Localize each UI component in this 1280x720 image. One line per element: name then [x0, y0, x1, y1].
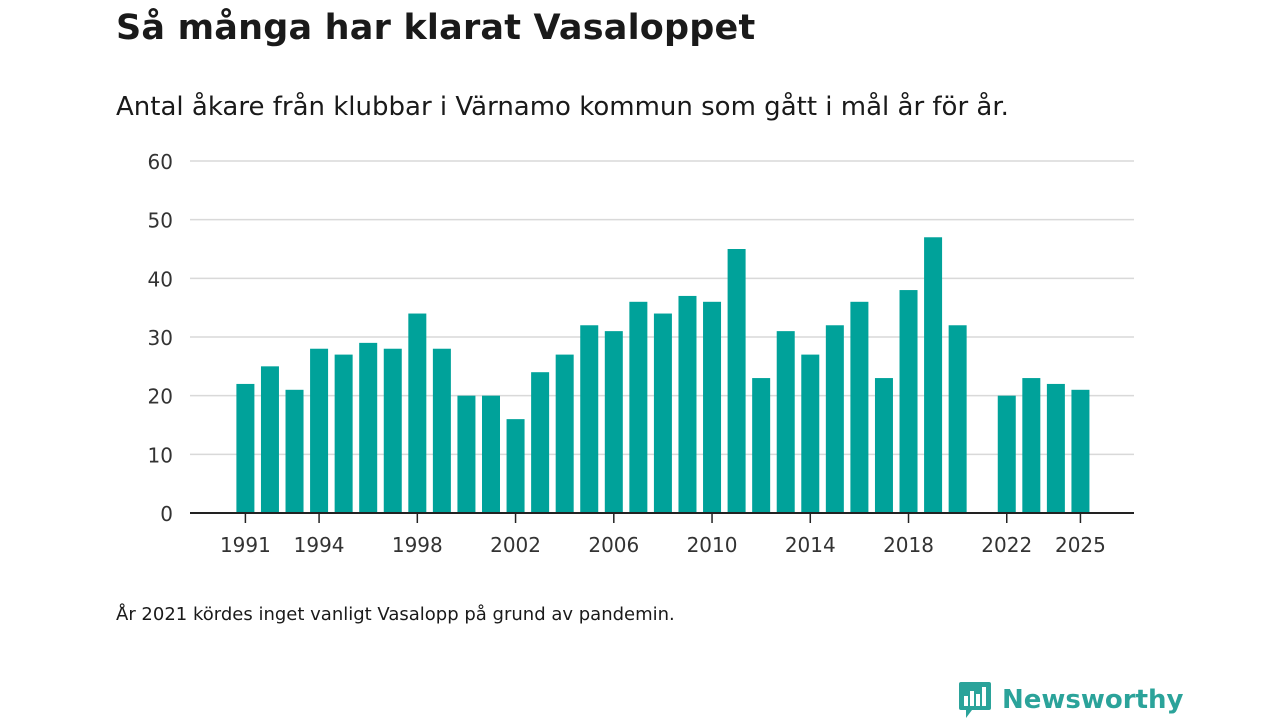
- bar-2000: [457, 395, 476, 513]
- bar-2018: [899, 290, 918, 513]
- bar-chart: 0 10 20 30 40 50 60 1991 1994 1998 2002 2006 2010 20…: [148, 150, 1134, 557]
- chart-subtitle: Antal åkare från klubbar i Värnamo kommu…: [116, 92, 1009, 122]
- bar-2020: [948, 325, 967, 513]
- bar-2025: [1071, 389, 1090, 513]
- bar-1994: [310, 348, 329, 513]
- x-tick-label: 2006: [588, 533, 639, 557]
- bar-2002: [506, 419, 525, 513]
- bar-1998: [408, 313, 427, 513]
- x-tick-label: 2018: [883, 533, 934, 557]
- x-tick-label: 1994: [294, 533, 345, 557]
- bar-2004: [555, 354, 574, 513]
- bar-2017: [874, 378, 893, 513]
- bar-chart-speech-bubble-icon: [959, 682, 991, 718]
- bar-2011: [727, 249, 746, 513]
- bar-2013: [776, 331, 795, 513]
- bar-1991: [236, 383, 255, 513]
- bar-2016: [850, 301, 869, 513]
- x-tick-label: 2025: [1055, 533, 1106, 557]
- bar-1999: [432, 348, 451, 513]
- bar-2001: [482, 395, 500, 513]
- bar-2003: [531, 372, 550, 513]
- bar-1995: [334, 354, 353, 513]
- chart-footnote: År 2021 kördes inget vanligt Vasalopp på…: [116, 604, 675, 625]
- y-tick-label: 60: [148, 150, 173, 174]
- bar-2015: [825, 325, 844, 513]
- y-tick-label: 40: [148, 267, 173, 291]
- brand-name: Newsworthy: [1002, 685, 1184, 715]
- bar-1993: [285, 389, 304, 513]
- bar-2007: [629, 301, 648, 513]
- x-tick-label: 2022: [981, 533, 1032, 557]
- x-tick-label: 2002: [490, 533, 541, 557]
- x-tick-label: 2010: [687, 533, 738, 557]
- bar-2006: [604, 331, 623, 513]
- bar-2012: [752, 378, 771, 513]
- bar-2023: [1022, 378, 1041, 513]
- bars: [236, 237, 1090, 513]
- bar-2024: [1046, 383, 1065, 513]
- y-axis-ticks: 0 10 20 30 40 50 60: [148, 150, 173, 526]
- bar-1996: [359, 342, 378, 513]
- bar-1992: [260, 366, 279, 513]
- bar-2010: [703, 301, 722, 513]
- y-tick-label: 30: [148, 326, 173, 350]
- y-tick-label: 10: [148, 443, 173, 467]
- bar-2022: [997, 395, 1016, 513]
- bar-2008: [653, 313, 672, 513]
- y-tick-label: 20: [148, 385, 173, 409]
- newsworthy-logo: Newsworthy: [958, 680, 1183, 720]
- bar-2009: [678, 295, 697, 513]
- y-tick-label: 50: [148, 209, 173, 233]
- x-tick-label: 1998: [392, 533, 443, 557]
- bar-2019: [924, 237, 943, 513]
- x-tick-label: 2014: [785, 533, 836, 557]
- x-axis-ticks: 1991 1994 1998 2002 2006 2010 2014 2018 2022 2025: [220, 513, 1106, 557]
- chart-title: Så många har klarat Vasaloppet: [116, 8, 756, 48]
- bar-2005: [580, 325, 599, 513]
- y-tick-label: 0: [160, 502, 173, 526]
- x-tick-label: 1991: [220, 533, 271, 557]
- bar-1997: [383, 348, 402, 513]
- bar-2014: [801, 354, 820, 513]
